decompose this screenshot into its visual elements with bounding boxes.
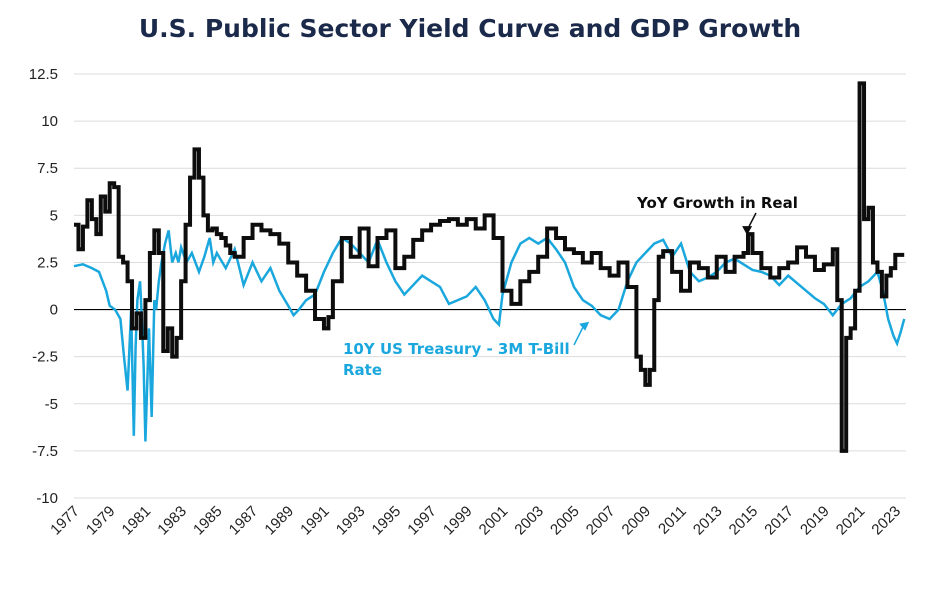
annotation-spread-arrowhead — [579, 321, 590, 331]
x-tick-label: 1983 — [154, 503, 190, 539]
x-tick-label: 2001 — [476, 503, 512, 539]
x-tick-label: 2003 — [511, 503, 547, 539]
x-tick-label: 1985 — [190, 503, 226, 539]
x-tick-label: 2005 — [547, 503, 583, 539]
series-lines — [73, 81, 906, 453]
y-tick-label: 7.5 — [37, 160, 58, 177]
annotation-spread-arrow — [573, 324, 585, 346]
x-tick-label: 1999 — [440, 503, 476, 539]
y-tick-label: -5 — [45, 396, 58, 413]
x-axis-tick-labels: 1977 1979 1981 1983 1985 1987 1989 1991 1993 1995… — [47, 503, 904, 539]
x-tick-label: 1981 — [119, 503, 155, 539]
x-tick-label: 1987 — [226, 503, 262, 539]
series-gdp-growth — [74, 81, 905, 453]
x-tick-label: 2021 — [833, 503, 869, 539]
annotation-spread-label-line: Rate — [343, 361, 382, 379]
x-tick-label: 1993 — [333, 503, 369, 539]
series-yield-spread — [73, 230, 906, 442]
x-tick-label: 1991 — [297, 503, 333, 539]
y-tick-label: 5 — [50, 207, 58, 224]
annotation-gdp-label: YoY Growth in Real — [636, 194, 798, 212]
y-tick-label: 10 — [41, 113, 58, 130]
y-tick-label: -2.5 — [32, 349, 58, 366]
annotation-spread-label-line: 10Y US Treasury - 3M T-Bill — [343, 340, 570, 358]
x-tick-label: 1995 — [369, 503, 405, 539]
y-tick-label: 12.5 — [29, 66, 58, 83]
y-tick-label: -7.5 — [32, 443, 58, 460]
x-tick-label: 2023 — [868, 503, 904, 539]
chart-title: U.S. Public Sector Yield Curve and GDP G… — [138, 14, 802, 43]
x-tick-label: 2009 — [619, 503, 655, 539]
x-tick-label: 2019 — [797, 503, 833, 539]
annotations: YoY Growth in Real 10Y US Treasury - 3M T… — [343, 194, 798, 379]
x-tick-label: 1989 — [261, 503, 297, 539]
grid-lines — [74, 73, 906, 499]
y-tick-label: 0 — [50, 302, 58, 319]
annotation-gdp-arrowhead — [742, 226, 753, 236]
x-tick-label: 1979 — [83, 503, 119, 539]
y-tick-label: 2.5 — [37, 254, 58, 271]
y-axis-tick-labels: 12.5 10 7.5 5 2.5 0 -2.5 -5 -7.5 -10 — [29, 66, 58, 507]
x-tick-label: 1977 — [47, 503, 83, 539]
y-tick-label: -10 — [36, 490, 58, 507]
x-tick-label: 1997 — [404, 503, 440, 539]
x-tick-label: 2013 — [690, 503, 726, 539]
x-tick-label: 2015 — [726, 503, 762, 539]
x-tick-label: 2011 — [655, 503, 690, 538]
x-tick-label: 2017 — [761, 503, 797, 539]
x-tick-label: 2007 — [583, 503, 619, 539]
